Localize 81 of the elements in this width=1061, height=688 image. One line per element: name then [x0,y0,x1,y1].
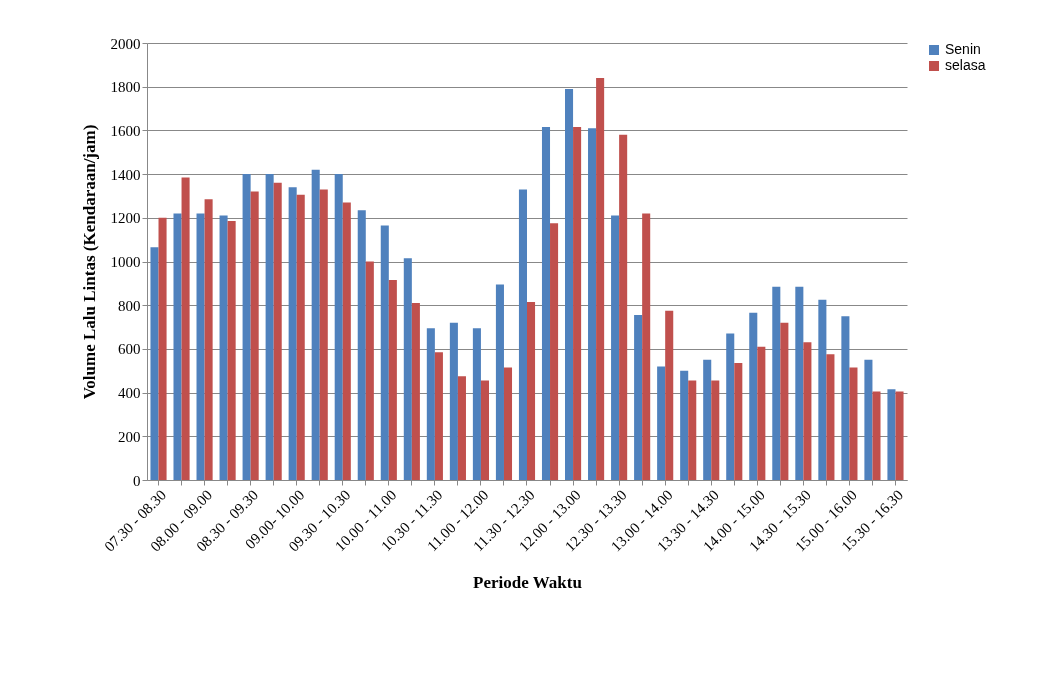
bar [472,328,481,480]
bar [795,286,804,480]
bar [619,134,628,480]
bar [749,312,758,480]
bar [173,213,182,480]
bar [541,127,551,480]
y-tick-label: 800 [118,297,141,314]
y-tick-label: 2000 [110,35,141,52]
bar [665,310,674,480]
bar [565,88,574,480]
bar [872,391,881,480]
bar [319,189,328,480]
bar [380,225,389,480]
bar [342,202,351,480]
bar [388,280,397,480]
legend-label: Senin [945,41,981,57]
bar [573,127,582,480]
bar [634,315,643,480]
bar [495,284,504,480]
bar [611,215,620,480]
bar [403,258,412,480]
y-tick-label: 1400 [110,166,141,183]
bar [434,352,443,480]
bar [703,359,712,480]
bar [895,391,904,480]
x-axis-title: Periode Waktu [473,572,582,592]
bar [596,77,605,480]
y-axis-title: Volume Lalu Lintas (Kendaraan/jam) [79,124,99,400]
bar [411,303,420,480]
y-tick-label: 1200 [110,210,141,227]
bar [457,376,466,480]
y-tick-label: 1000 [110,254,141,270]
bar [887,389,896,480]
bar [803,342,812,480]
bar [680,370,689,480]
bar [772,286,781,480]
legend-label: selasa [945,57,986,73]
y-tick-label: 400 [118,385,141,402]
bar [426,328,435,480]
bar [550,223,559,480]
bar [357,210,366,480]
bar [864,359,873,480]
bar [688,380,697,480]
bar [527,301,536,480]
bar [588,128,597,480]
y-tick-label: 0 [133,472,141,489]
bar [503,367,513,480]
bar [334,174,343,480]
y-tick-label: 200 [118,428,141,445]
bar [818,299,827,480]
bar [227,221,236,480]
bar [734,363,743,480]
bar [204,199,213,480]
bar [242,174,251,480]
bar [757,346,766,480]
bar [311,169,320,480]
bar [196,213,205,480]
bar [841,316,850,480]
bar [265,174,274,480]
bar [288,187,297,480]
bar [158,217,167,480]
bar [726,333,735,480]
bar [657,366,666,480]
bar [296,194,305,480]
y-tick-label: 1800 [110,79,141,96]
y-tick-label: 600 [118,341,141,358]
bar [250,191,259,480]
bar [780,322,789,480]
bar [219,215,228,480]
bar [449,322,458,480]
bar [150,247,159,480]
bar [849,367,858,480]
bar [518,189,527,480]
bar [273,182,282,480]
bar [365,261,374,480]
bar [480,380,489,480]
bar [181,177,190,480]
y-tick-label: 1600 [110,122,141,139]
bar [826,354,835,480]
bar [711,380,720,480]
bar [642,213,651,480]
